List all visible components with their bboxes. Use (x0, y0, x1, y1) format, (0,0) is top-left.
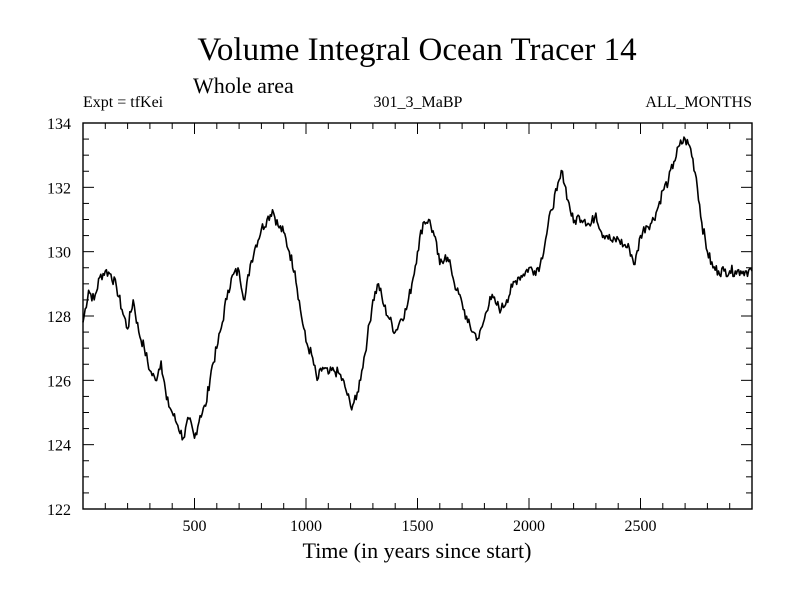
x-axis-label: Time (in years since start) (303, 538, 532, 563)
y-tick-label: 126 (47, 373, 71, 390)
months-label: ALL_MONTHS (645, 94, 752, 111)
y-tick-label: 122 (47, 502, 71, 519)
x-tick-label: 1500 (402, 518, 434, 535)
x-axis-ticks: 500 1000 1500 2000 2500 (104, 123, 731, 535)
plot-axes (82, 122, 753, 510)
chart-title: Volume Integral Ocean Tracer 14 (197, 32, 636, 68)
x-tick-label: 1000 (290, 518, 322, 535)
y-tick-label: 128 (47, 309, 71, 326)
y-axis-ticks: 122 124 126 128 130 132 134 (47, 116, 752, 519)
y-tick-label: 134 (47, 116, 71, 133)
x-tick-label: 2000 (513, 518, 545, 535)
series-line (82, 136, 753, 441)
chart-subtitle: Whole area (193, 73, 294, 98)
x-tick-label: 500 (183, 518, 207, 535)
run-label: 301_3_MaBP (374, 94, 463, 111)
expt-label: Expt = tfKei (83, 94, 164, 111)
x-tick-label: 2500 (625, 518, 657, 535)
y-tick-label: 132 (47, 180, 71, 197)
y-tick-label: 124 (47, 438, 71, 455)
plot-frame (82, 122, 753, 510)
y-tick-label: 130 (47, 245, 71, 262)
